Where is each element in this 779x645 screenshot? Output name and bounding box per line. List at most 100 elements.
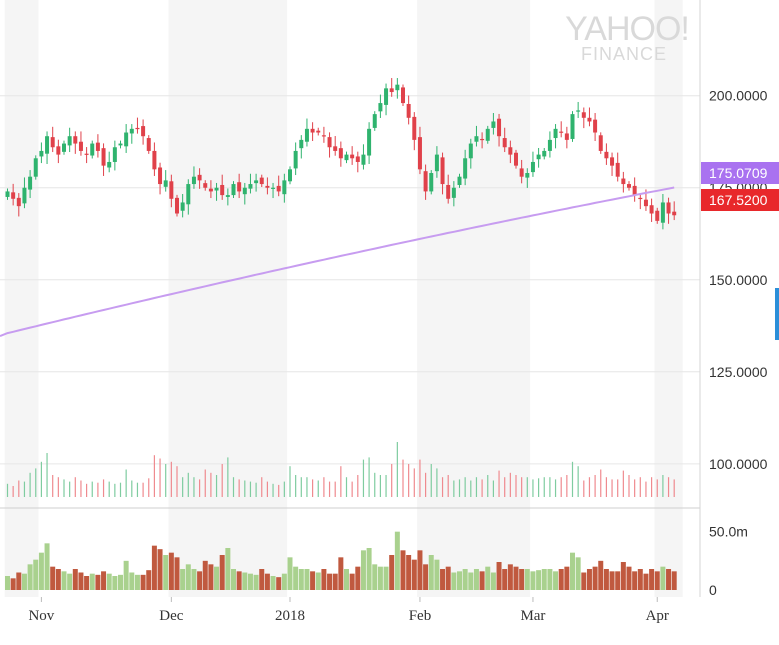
watermark-line2: FINANCE [581, 44, 667, 64]
candle-body [434, 154, 439, 172]
volume-bar [185, 564, 191, 590]
volume-bar [620, 562, 626, 590]
candle [299, 135, 304, 159]
scroll-handle[interactable] [775, 288, 779, 340]
candle-body [33, 158, 38, 177]
volume-bar [338, 557, 344, 590]
candle-body [463, 158, 468, 179]
candle-body [598, 135, 603, 151]
volume-bar [67, 573, 73, 590]
candle-body [141, 126, 146, 137]
volume-overlay-bar [306, 477, 308, 497]
candle-body [389, 88, 394, 93]
candle-body [514, 152, 518, 166]
candle-body [254, 180, 259, 184]
volume-overlay-bar [187, 472, 189, 497]
candle-body [593, 119, 598, 133]
candle [508, 140, 513, 164]
volume-overlay-bar [182, 477, 184, 497]
volume-overlay-bar [12, 486, 14, 497]
volume-bar [626, 566, 632, 590]
candle-body [604, 151, 609, 159]
volume-bar [383, 566, 389, 590]
candle-body [107, 161, 112, 168]
volume-overlay-bar [436, 468, 438, 497]
volume-bar [598, 560, 604, 590]
candle [542, 147, 547, 160]
volume-bar [496, 562, 502, 590]
candle-body [457, 176, 462, 185]
candle-body [451, 187, 456, 198]
volume-overlay-bar [125, 469, 127, 497]
candle [316, 127, 321, 136]
candle-body [627, 184, 631, 188]
volume-overlay-bar [114, 483, 116, 497]
candle-body [22, 187, 27, 204]
candle [231, 181, 236, 199]
volume-overlay-bar [487, 475, 489, 497]
candle [254, 173, 259, 192]
volume-bar [637, 569, 643, 590]
candle [45, 131, 50, 164]
candle [5, 188, 10, 200]
candle [78, 131, 83, 156]
candle-body [214, 187, 219, 191]
candle-body [101, 148, 106, 166]
candle-body [50, 137, 55, 148]
candle [321, 126, 326, 143]
volume-overlay-bar [470, 480, 472, 497]
volume-overlay-bar [266, 481, 268, 497]
candle-body [152, 150, 157, 170]
candle [16, 193, 21, 217]
volume-bar [411, 559, 417, 590]
volume-overlay-bar [498, 470, 500, 497]
date-label: Dec [159, 608, 183, 624]
candle [355, 151, 360, 173]
volume-bar [298, 569, 304, 590]
last-value-badges: 175.0709 167.5200 [701, 162, 779, 211]
volume-overlay-bar [57, 477, 59, 497]
candle [502, 127, 507, 153]
volume-overlay-bar [86, 483, 88, 497]
volume-bar [231, 569, 236, 590]
candle [101, 143, 106, 176]
candle [666, 197, 671, 224]
volume-bar [553, 571, 559, 590]
volume-overlay-bar [97, 482, 99, 497]
candle [50, 126, 55, 153]
volume-overlay-bar [447, 475, 449, 497]
volume-bar [146, 570, 152, 590]
candle-body [11, 192, 16, 199]
volume-overlay-bar [69, 481, 71, 497]
candle [220, 174, 225, 200]
candle [28, 170, 33, 199]
volume-bar [360, 550, 366, 590]
volume-overlay-bar [199, 479, 201, 497]
volume-tick-label: 50.0m [709, 524, 748, 540]
candle [485, 125, 490, 144]
volume-overlay-bar [215, 475, 218, 497]
volume-overlay-bar [362, 459, 365, 497]
candle [440, 152, 445, 195]
candle-body [508, 147, 513, 155]
volume-overlay-bar [475, 477, 478, 497]
candle [672, 201, 677, 221]
volume-bar [490, 572, 496, 590]
candle-body [480, 138, 485, 141]
volume-overlay-bar [170, 461, 172, 497]
candle-body [62, 143, 66, 152]
candle-body [401, 87, 405, 104]
candle-body [440, 157, 445, 185]
candle [163, 170, 168, 192]
volume-overlay-bar [153, 455, 155, 497]
volume-overlay-bar [583, 480, 585, 497]
volume-bar [440, 569, 446, 590]
candle-body [175, 197, 179, 214]
watermark-line1: YAHOO! [565, 10, 689, 48]
volume-overlay-bar [560, 477, 562, 497]
volume-overlay-bar [385, 475, 387, 497]
candle-body [530, 161, 535, 173]
volume-overlay-bar [538, 478, 540, 497]
candle-body [293, 150, 298, 169]
